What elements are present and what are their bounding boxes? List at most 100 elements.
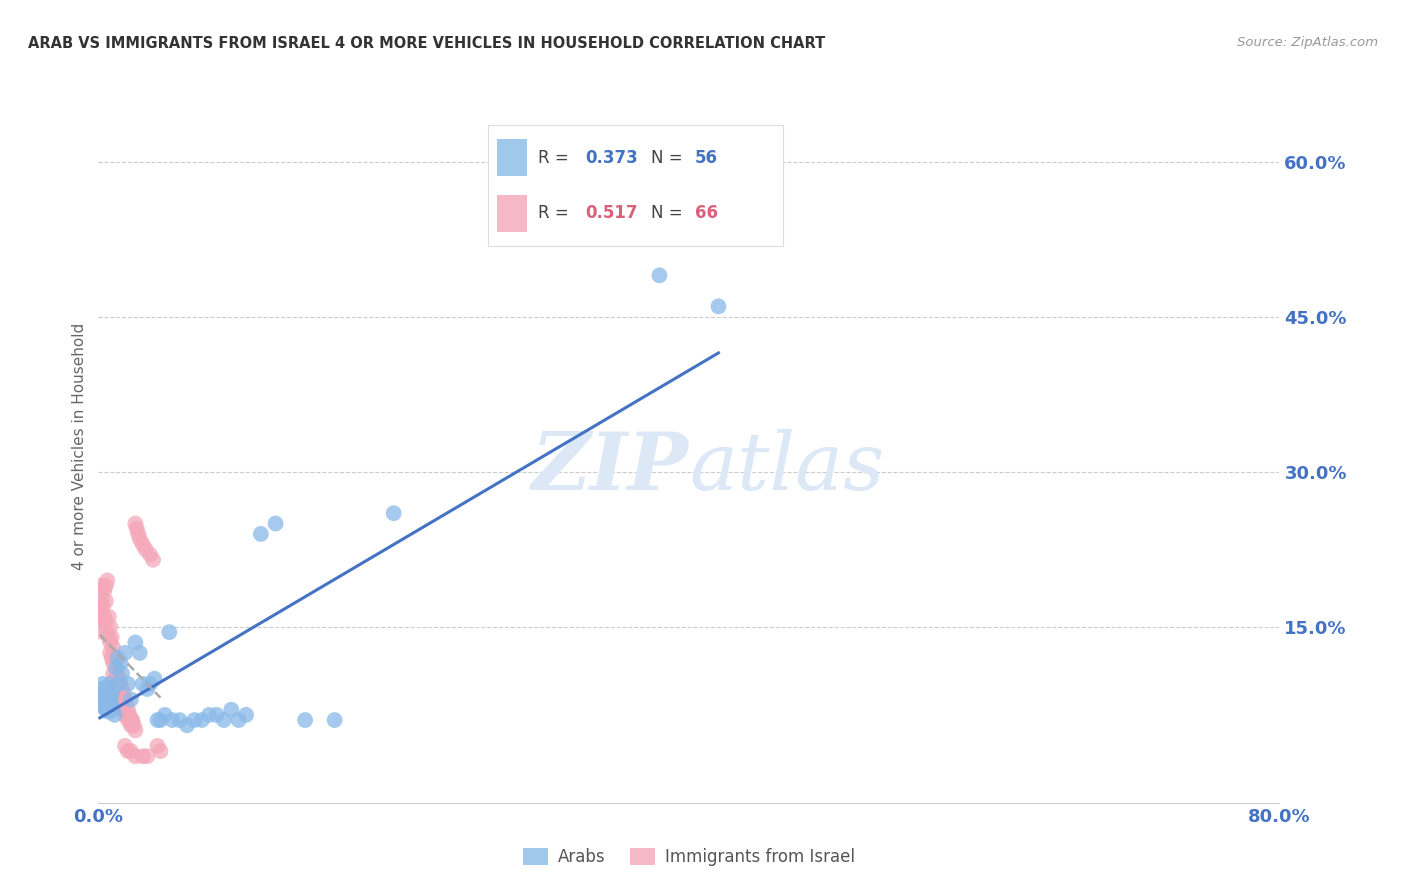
- Point: [111, 698, 134, 712]
- Point: [98, 677, 121, 691]
- Point: [104, 651, 127, 665]
- Point: [103, 640, 125, 655]
- Point: [294, 713, 316, 727]
- Point: [90, 692, 112, 706]
- Point: [94, 684, 117, 698]
- Point: [250, 527, 273, 541]
- Point: [110, 677, 132, 691]
- Point: [97, 687, 120, 701]
- Point: [117, 703, 139, 717]
- Point: [162, 713, 183, 727]
- Point: [93, 609, 115, 624]
- Point: [96, 694, 118, 708]
- Point: [157, 625, 180, 640]
- Point: [96, 680, 118, 694]
- Point: [111, 681, 134, 696]
- Point: [91, 599, 114, 614]
- Point: [104, 707, 127, 722]
- Point: [146, 713, 169, 727]
- Text: atlas: atlas: [689, 429, 884, 506]
- Point: [114, 646, 136, 660]
- Point: [120, 692, 142, 706]
- Point: [124, 635, 146, 649]
- Point: [110, 656, 132, 670]
- Point: [125, 522, 148, 536]
- Point: [143, 672, 166, 686]
- Point: [707, 299, 730, 313]
- Point: [90, 579, 112, 593]
- Legend: Arabs, Immigrants from Israel: Arabs, Immigrants from Israel: [516, 841, 862, 873]
- Point: [124, 749, 146, 764]
- Point: [98, 620, 121, 634]
- Point: [382, 506, 405, 520]
- Point: [120, 744, 142, 758]
- Point: [228, 713, 250, 727]
- Point: [114, 692, 136, 706]
- Point: [108, 677, 131, 691]
- Point: [132, 537, 155, 551]
- Point: [235, 707, 257, 722]
- Point: [108, 672, 131, 686]
- Point: [91, 625, 114, 640]
- Point: [93, 583, 115, 598]
- Point: [98, 692, 121, 706]
- Point: [127, 527, 149, 541]
- Text: ZIP: ZIP: [531, 429, 689, 506]
- Point: [648, 268, 671, 283]
- Point: [111, 666, 134, 681]
- Point: [89, 583, 111, 598]
- Point: [100, 630, 122, 644]
- Point: [98, 646, 121, 660]
- Point: [191, 713, 214, 727]
- Point: [98, 635, 121, 649]
- Point: [221, 703, 243, 717]
- Point: [124, 723, 146, 738]
- Point: [107, 651, 129, 665]
- Point: [139, 548, 162, 562]
- Point: [169, 713, 191, 727]
- Point: [94, 703, 117, 717]
- Point: [94, 579, 117, 593]
- Point: [110, 692, 132, 706]
- Point: [93, 690, 115, 705]
- Point: [264, 516, 287, 531]
- Point: [103, 681, 125, 696]
- Point: [122, 718, 145, 732]
- Point: [135, 542, 157, 557]
- Point: [212, 713, 235, 727]
- Point: [205, 707, 228, 722]
- Point: [176, 718, 198, 732]
- Point: [323, 713, 346, 727]
- Text: ARAB VS IMMIGRANTS FROM ISRAEL 4 OR MORE VEHICLES IN HOUSEHOLD CORRELATION CHART: ARAB VS IMMIGRANTS FROM ISRAEL 4 OR MORE…: [28, 36, 825, 51]
- Point: [94, 594, 117, 608]
- Point: [89, 687, 111, 701]
- Point: [112, 687, 135, 701]
- Point: [132, 749, 155, 764]
- Point: [90, 609, 112, 624]
- Point: [112, 703, 135, 717]
- Point: [97, 609, 120, 624]
- Point: [128, 532, 150, 546]
- Point: [139, 677, 162, 691]
- Point: [94, 615, 117, 629]
- Point: [91, 677, 114, 691]
- Point: [142, 553, 165, 567]
- Point: [105, 677, 128, 691]
- Point: [100, 698, 122, 712]
- Point: [118, 707, 141, 722]
- Point: [115, 698, 138, 712]
- Point: [114, 707, 136, 722]
- Point: [149, 744, 172, 758]
- Point: [117, 677, 139, 691]
- Point: [93, 700, 115, 714]
- Point: [124, 516, 146, 531]
- Point: [105, 661, 128, 675]
- Point: [91, 698, 114, 712]
- Point: [105, 661, 128, 675]
- Point: [107, 666, 129, 681]
- Point: [136, 681, 159, 696]
- Point: [117, 713, 139, 727]
- Point: [96, 625, 118, 640]
- Point: [136, 749, 159, 764]
- Point: [120, 713, 142, 727]
